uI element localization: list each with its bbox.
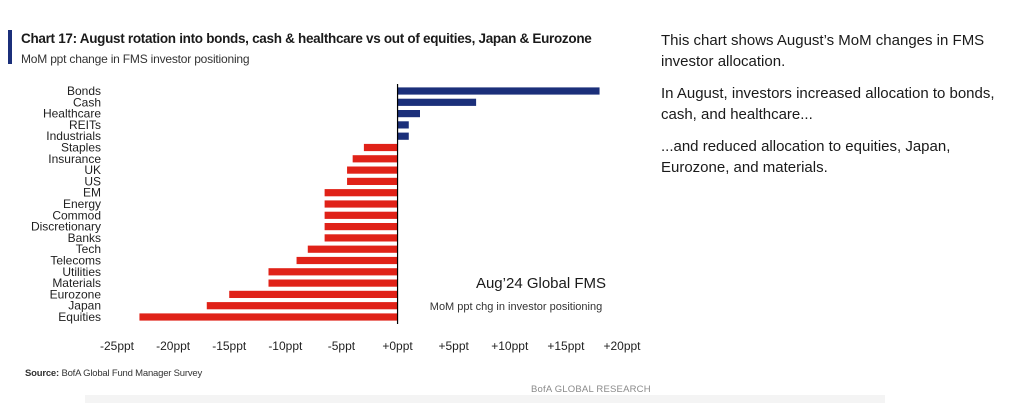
category-label-uk: UK: [84, 163, 101, 177]
tick-labels-group: -25ppt -20ppt -15ppt -10ppt -5ppt +0ppt +5ppt +…: [100, 339, 641, 353]
x-tick-label: +20ppt: [603, 339, 641, 353]
bottom-fade-band: [85, 395, 885, 403]
x-tick-label: +15ppt: [547, 339, 585, 353]
source-note: Source: BofA Global Fund Manager Survey: [25, 368, 202, 379]
bar-japan: [206, 302, 398, 310]
bar-eurozone: [229, 290, 398, 298]
bar-chart: BondsCashHealthcareREITsIndustrialsStapl…: [31, 84, 641, 353]
category-label-telecoms: Telecoms: [50, 254, 101, 268]
category-label-reits: REITs: [69, 118, 101, 132]
bar-uk: [347, 166, 398, 174]
x-tick-label: -10ppt: [268, 339, 303, 353]
x-tick-label: +0ppt: [382, 339, 413, 353]
category-label-equities: Equities: [58, 310, 101, 324]
category-label-banks: Banks: [68, 231, 101, 245]
category-label-japan: Japan: [68, 299, 101, 313]
category-label-cash: Cash: [73, 95, 101, 109]
category-label-industrials: Industrials: [46, 129, 101, 143]
bars-group: [139, 87, 600, 321]
bar-banks: [324, 234, 398, 242]
bar-em: [324, 189, 398, 197]
category-label-utilities: Utilities: [62, 265, 101, 279]
chart-title: Chart 17: August rotation into bonds, ca…: [21, 31, 592, 46]
bar-commod: [324, 211, 398, 219]
source-label: Source:: [25, 368, 59, 379]
bar-tech: [307, 245, 398, 253]
bar-bonds: [397, 87, 600, 95]
category-label-us: US: [84, 174, 101, 188]
commentary-paragraph-1: This chart shows August’s MoM changes in…: [661, 32, 985, 70]
annotation-subtitle: MoM ppt chg in investor positioning: [430, 301, 602, 313]
x-tick-label: -25ppt: [100, 339, 135, 353]
commentary-panel: This chart shows August’s MoM changes in…: [661, 30, 1001, 189]
category-label-bonds: Bonds: [67, 84, 101, 98]
bar-insurance: [352, 155, 398, 163]
title-accent-bar: [8, 30, 12, 64]
source-text: BofA Global Fund Manager Survey: [61, 368, 203, 379]
bar-utilities: [268, 268, 398, 276]
bar-equities: [139, 313, 398, 321]
category-label-tech: Tech: [76, 242, 101, 256]
bar-materials: [268, 279, 398, 287]
x-tick-label: +10ppt: [491, 339, 529, 353]
commentary-paragraph-2: In August, investors increased allocatio…: [661, 85, 995, 123]
commentary-paragraph-3: ...and reduced allocation to equities, J…: [661, 138, 951, 176]
category-label-materials: Materials: [52, 276, 101, 290]
category-label-insurance: Insurance: [48, 152, 101, 166]
bar-healthcare: [397, 110, 420, 118]
bar-energy: [324, 200, 398, 208]
bar-us: [347, 177, 398, 185]
bar-staples: [363, 143, 398, 152]
bar-telecoms: [296, 256, 398, 265]
chart-subtitle: MoM ppt change in FMS investor positioni…: [21, 52, 250, 66]
category-labels-group: BondsCashHealthcareREITsIndustrialsStapl…: [31, 84, 101, 324]
category-label-eurozone: Eurozone: [50, 287, 102, 301]
bar-reits: [397, 121, 409, 129]
category-label-healthcare: Healthcare: [43, 107, 101, 121]
x-tick-label: -15ppt: [212, 339, 247, 353]
bar-discretionary: [324, 223, 398, 231]
category-label-commod: Commod: [52, 208, 101, 222]
bar-industrials: [397, 132, 409, 140]
x-tick-label: -20ppt: [156, 339, 191, 353]
x-tick-label: +5ppt: [438, 339, 469, 353]
brand-footer: BofA GLOBAL RESEARCH: [531, 384, 651, 395]
category-label-energy: Energy: [63, 197, 101, 211]
bar-cash: [397, 98, 477, 106]
x-tick-label: -5ppt: [328, 339, 356, 353]
annotation-title: Aug’24 Global FMS: [476, 275, 606, 292]
category-label-staples: Staples: [61, 141, 101, 155]
category-label-em: EM: [83, 186, 101, 200]
category-label-discretionary: Discretionary: [31, 220, 101, 234]
